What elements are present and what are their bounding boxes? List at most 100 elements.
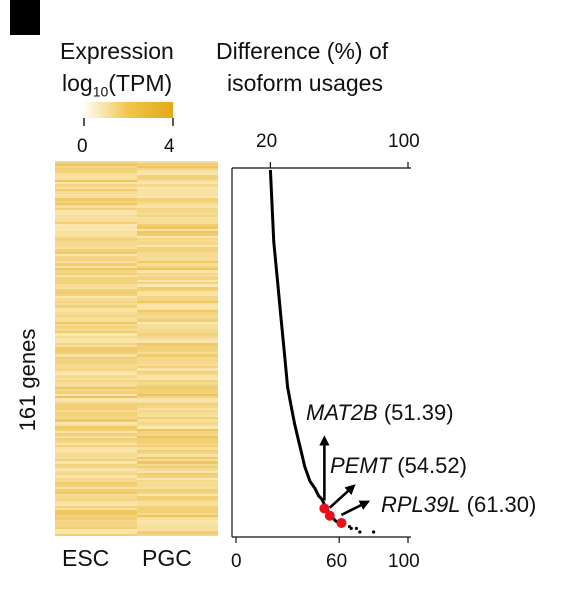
heatmap-cell [55,361,137,364]
heatmap-cell [55,330,137,334]
heatmap-cell [136,419,218,422]
heatmap-cell [136,307,218,310]
heatmap-cell [55,461,137,464]
heatmap-cell [136,191,218,194]
heatmap-cell [55,303,137,306]
heatmap-cell [55,463,137,466]
heatmap-cell [136,219,218,222]
heatmap-cell [55,200,137,203]
tail-point [358,530,362,534]
heatmap-cell [136,405,218,408]
heatmap-cell [55,186,137,189]
heatmap-cell [136,514,218,518]
heatmap-cell [136,521,218,525]
heatmap-cell [55,503,137,506]
heatmap-cell [55,179,137,182]
heatmap-cell [55,435,137,439]
heatmap-cell [136,463,218,466]
heatmap-cell [55,279,137,283]
heatmap-cell [55,363,137,366]
heatmap-cell [136,428,218,432]
heatmap-cell [136,244,218,248]
heatmap-cell [55,219,137,222]
heatmap-cell [136,289,218,292]
heatmap-cell [55,163,137,166]
heatmap-cell [55,486,137,490]
heatmap-title-line1: Expression [60,38,174,64]
heatmap-cell [55,161,137,164]
heatmap-cell [136,184,218,187]
heatmap-cell [136,277,218,280]
tail-point [349,526,353,530]
colorbar [84,102,173,118]
heatmap-cell [55,207,137,210]
heatmap-cell [55,482,137,485]
heatmap-cell [136,531,218,534]
heatmap-cell [55,254,137,257]
annotation-pemt: PEMT (54.52) [330,453,467,478]
heatmap-cell [136,412,218,415]
heatmap-cell [55,372,137,376]
heatmap-cell [136,484,218,487]
heatmap-cell [136,417,218,420]
heatmap-cell [55,177,137,180]
heatmap-cell [55,526,137,529]
heatmap-cell [136,528,218,532]
heatmap-cell [136,363,218,366]
heatmap-cell [55,524,137,527]
heatmap-cell [136,235,218,238]
heatmap-cell [136,240,218,243]
heatmap-cell [55,165,137,168]
heatmap-cell [136,452,218,455]
heatmap-cell [55,475,137,478]
heatmap-cell [136,433,218,436]
heatmap-cell [55,382,137,385]
heatmap-cell [136,347,218,350]
heatmap-cell [55,181,137,185]
heatmap-cell [136,470,218,473]
heatmap-cell [136,519,218,522]
heatmap-cell [136,358,218,362]
heatmap-cell [55,428,137,432]
heatmap-cell [55,410,137,413]
heatmap-cell [136,319,218,322]
tail-point [372,530,376,534]
heatmap-cell [55,237,137,241]
heatmap-cell [55,333,137,336]
heatmap-cell [55,533,137,536]
heatmap-cell [136,321,218,324]
column-label-pgc: PGC [142,545,192,571]
heatmap-cell [55,247,137,250]
heatmap-cell [55,319,137,322]
heatmap-cell [55,510,137,513]
heatmap-cell [136,170,218,173]
heatmap-cell [55,398,137,401]
heatmap-cell [55,421,137,425]
heatmap-cell [136,342,218,345]
heatmap-cell [55,212,137,215]
heatmap-cell [136,216,218,220]
heatmap-cell [55,440,137,443]
heatmap-cell [136,435,218,439]
heatmap-cell [136,270,218,273]
heatmap-cell [136,286,218,290]
heatmap-cell [55,328,137,331]
bottom-tick-label-60: 60 [326,551,348,572]
heatmap-cell [136,179,218,182]
heatmap-cell [55,228,137,231]
heatmap-cell [55,500,137,504]
heatmap-cell [55,261,137,264]
heatmap-cell [136,461,218,464]
heatmap-cell [136,533,218,536]
heatmap-cell [55,512,137,515]
heatmap-cell [136,442,218,446]
heatmap-cell [55,340,137,343]
heatmap-cell [136,242,218,245]
heatmap-cell [55,519,137,522]
heatmap-cell [55,198,137,201]
heatmap-cell [136,172,218,175]
heatmap-cell [55,202,137,206]
heatmap-cell [55,468,137,471]
heatmap-cell [55,249,137,252]
heatmap-cell [136,195,218,199]
